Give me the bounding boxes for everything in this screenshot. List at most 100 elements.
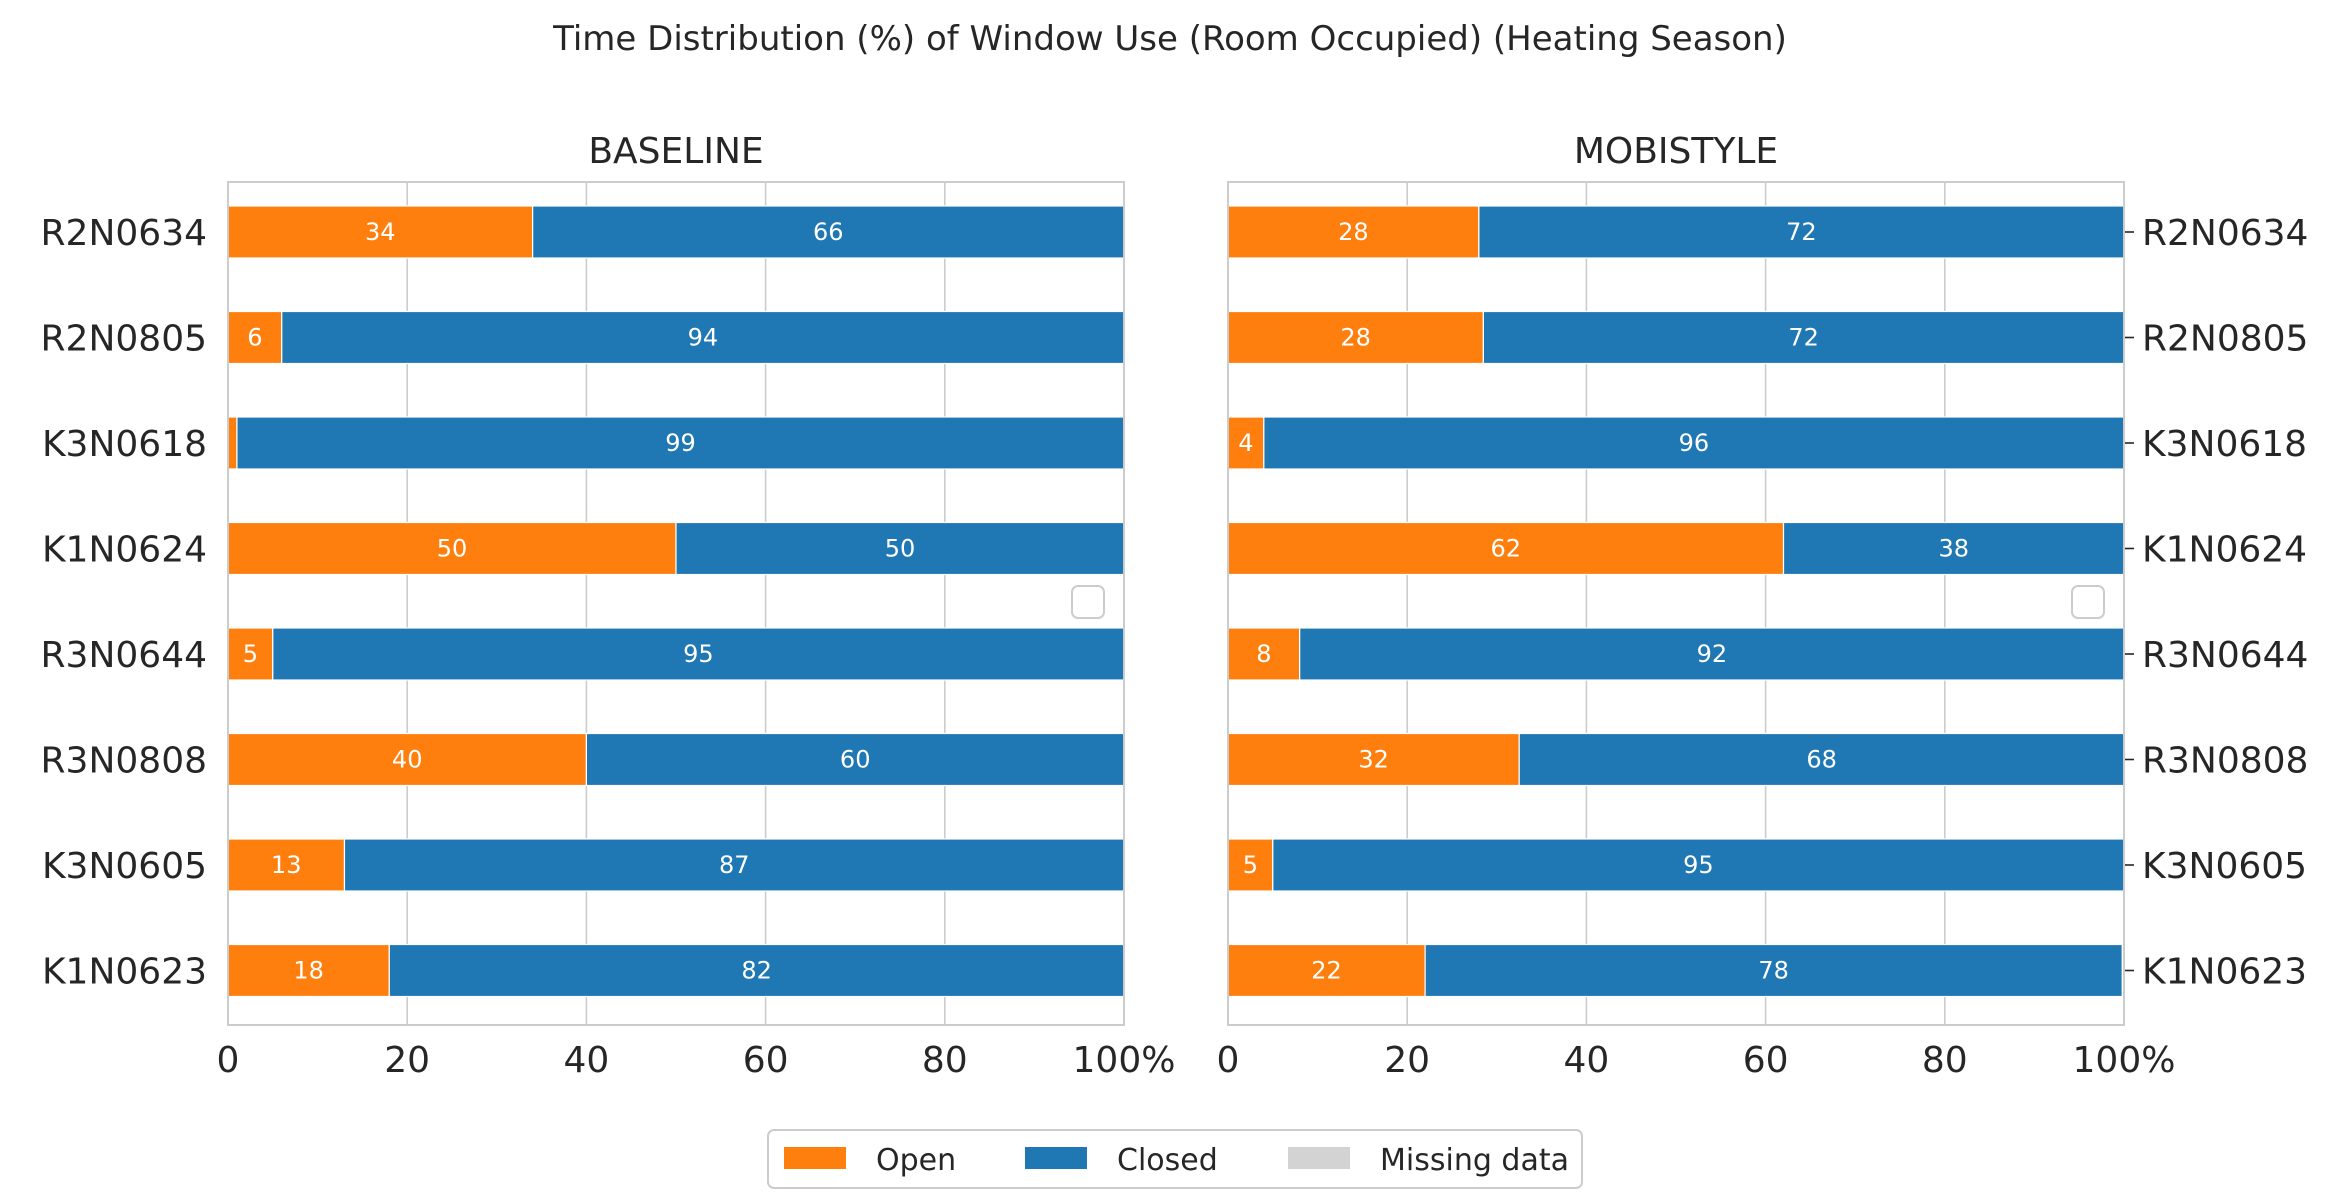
x-tick-label: 60 (743, 1040, 789, 1081)
y-tick-label: R3N0644 (2142, 635, 2308, 676)
data-label-closed-k3n0605: 95 (1683, 851, 1714, 879)
bar-closed-r3n0808 (1518, 732, 2125, 787)
data-label-closed-k1n0623: 78 (1758, 957, 1789, 985)
data-label-open-r3n0644: 8 (1256, 640, 1271, 668)
bar-closed-r3n0808 (585, 732, 1125, 787)
data-label-open-r3n0808: 32 (1358, 746, 1389, 774)
y-tick-label: K1N0624 (42, 530, 207, 571)
empty-legend-box (1071, 585, 1105, 619)
panel-mobistyle: MOBISTYLE 0 20 40 60 80 100% 28 72 R2N0634 28 72 R2N… (1217, 131, 2309, 1081)
data-label-closed-r3n0644: 95 (683, 640, 714, 668)
data-label-closed-k3n0605: 87 (719, 851, 750, 879)
empty-legend-box (2071, 585, 2105, 619)
x-tick-label: 20 (1384, 1040, 1430, 1081)
bar-open-k3n0618 (227, 416, 238, 470)
y-tick-label: R2N0805 (41, 319, 207, 360)
x-tick-label: 100% (1073, 1040, 1176, 1081)
y-tick-label: K1N0623 (2142, 952, 2307, 993)
bar-closed-k3n0605 (343, 838, 1125, 892)
data-label-open-k1n0623: 22 (1311, 957, 1342, 985)
data-label-closed-k3n0618: 99 (665, 429, 696, 457)
bar-open-r3n0644 (227, 627, 274, 681)
bar-closed-k1n0624 (1782, 521, 2125, 576)
y-tick-label: R2N0634 (41, 213, 207, 254)
bar-open-k3n0605 (227, 838, 346, 892)
y-tick-label: R2N0805 (2142, 319, 2308, 360)
y-tick-label: R3N0808 (41, 741, 207, 782)
data-label-open-k1n0624: 50 (437, 535, 468, 563)
data-label-open-k3n0605: 13 (271, 851, 302, 879)
bar-open-r3n0808 (227, 732, 587, 787)
legend-frame (767, 1129, 1583, 1189)
data-label-closed-r2n0805: 94 (688, 324, 719, 352)
y-tick-label: R3N0808 (2142, 741, 2308, 782)
bar-closed-k3n0605 (1272, 838, 2125, 892)
plot-frame (227, 181, 1125, 1026)
y-tick-label: K3N0618 (42, 424, 207, 465)
legend-label-closed: Closed (1117, 1143, 1218, 1178)
data-label-open-r2n0805: 6 (247, 324, 262, 352)
bar-open-r2n0634 (1227, 205, 1480, 259)
data-label-closed-r2n0634: 72 (1786, 218, 1817, 246)
x-tick-label: 100% (2073, 1040, 2176, 1081)
legend-label-missing-data: Missing data (1380, 1143, 1569, 1178)
data-label-open-k1n0624: 62 (1490, 535, 1521, 563)
data-label-closed-r2n0634: 66 (813, 218, 844, 246)
x-tick-label: 80 (1922, 1040, 1968, 1081)
x-tick-label: 40 (563, 1040, 609, 1081)
legend: Open Closed Missing data (767, 1129, 1583, 1189)
data-label-open-k3n0618: 4 (1238, 429, 1253, 457)
data-label-open-k3n0605: 5 (1243, 851, 1258, 879)
y-tick-label: R2N0634 (2142, 213, 2308, 254)
x-tick-label: 80 (922, 1040, 968, 1081)
data-label-open-k1n0623: 18 (293, 957, 324, 985)
data-label-closed-r3n0644: 92 (1697, 640, 1728, 668)
data-label-closed-r3n0808: 60 (840, 746, 871, 774)
bar-closed-k1n0623 (1424, 943, 2123, 998)
data-label-closed-k1n0624: 38 (1938, 535, 1969, 563)
data-label-open-r3n0808: 40 (392, 746, 423, 774)
legend-swatch-closed (1025, 1147, 1087, 1169)
x-tick-label: 40 (1563, 1040, 1609, 1081)
legend-label-open: Open (876, 1143, 956, 1178)
data-label-open-r2n0634: 28 (1338, 218, 1369, 246)
legend-swatch-open (784, 1147, 846, 1169)
y-tick-label: K3N0618 (2142, 424, 2307, 465)
panel-title-baseline: BASELINE (588, 131, 763, 172)
legend-swatch-missing-data (1288, 1147, 1350, 1169)
data-label-open-r2n0805: 28 (1340, 324, 1371, 352)
data-label-closed-r2n0805: 72 (1788, 324, 1819, 352)
y-tick-label: K1N0623 (42, 952, 207, 993)
chart-title: Time Distribution (%) of Window Use (Roo… (552, 19, 1787, 59)
data-label-open-r3n0644: 5 (243, 640, 258, 668)
x-tick-label: 20 (384, 1040, 430, 1081)
bar-open-r3n0808 (1227, 732, 1520, 787)
bar-open-r2n0634 (227, 205, 534, 259)
bar-open-k1n0624 (227, 521, 677, 576)
plot-frame (1227, 181, 2125, 1026)
x-tick-label: 60 (1743, 1040, 1789, 1081)
panel-baseline: BASELINE 0 20 40 60 80 100% 34 66 R2N0634 6 94 R2N08… (41, 131, 1176, 1081)
bar-closed-r3n0644 (272, 627, 1125, 681)
data-label-closed-r3n0808: 68 (1806, 746, 1837, 774)
y-tick-label: K3N0605 (2142, 846, 2307, 887)
data-label-closed-k1n0623: 82 (741, 957, 772, 985)
bar-closed-r2n0805 (281, 310, 1125, 365)
bar-closed-k3n0618 (1263, 416, 2125, 470)
x-tick-label: 0 (1217, 1040, 1240, 1081)
bar-closed-r2n0634 (1478, 205, 2125, 259)
bar-open-k1n0623 (227, 943, 390, 998)
data-label-closed-k3n0618: 96 (1679, 429, 1710, 457)
bar-closed-k1n0624 (675, 521, 1125, 576)
bar-closed-k3n0618 (236, 416, 1125, 470)
x-tick-label: 0 (217, 1040, 240, 1081)
data-label-open-r2n0634: 34 (365, 218, 396, 246)
y-tick-label: R3N0644 (41, 635, 207, 676)
y-tick-label: K3N0605 (42, 846, 207, 887)
y-tick-label: K1N0624 (2142, 530, 2307, 571)
bar-open-k3n0618 (1227, 416, 1265, 470)
bar-open-r2n0805 (1227, 310, 1484, 365)
panel-title-mobistyle: MOBISTYLE (1574, 131, 1778, 172)
